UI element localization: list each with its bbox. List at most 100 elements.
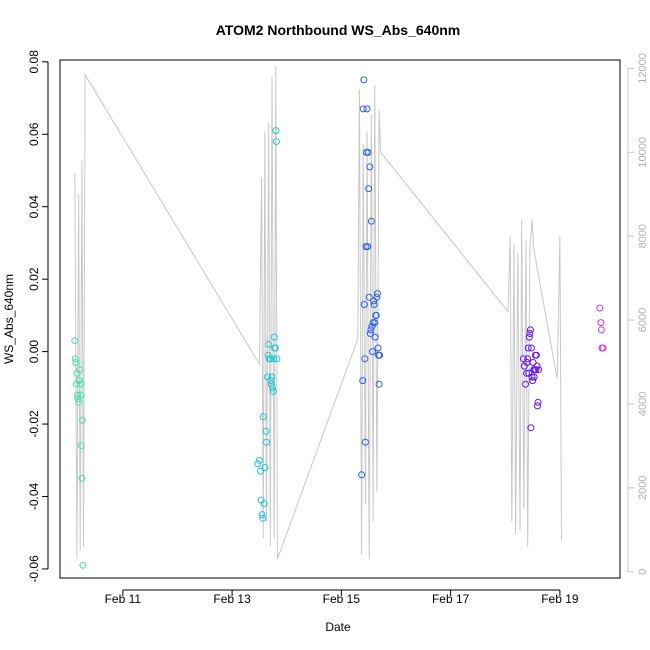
y-tick-label: 0.04 — [27, 195, 41, 219]
data-point — [272, 138, 280, 145]
data-point — [270, 333, 278, 341]
data-point — [259, 514, 267, 522]
data-point — [373, 290, 381, 298]
data-point — [532, 366, 540, 374]
x-tick-label: Feb 17 — [432, 592, 470, 606]
data-point — [534, 402, 541, 410]
data-point — [529, 359, 537, 366]
data-point — [361, 355, 369, 363]
data-point — [525, 333, 533, 341]
data-point — [527, 424, 535, 432]
data-point — [367, 326, 375, 334]
axes: -0.06 -0.04 -0.02 0.00 0.02 0.04 0.06 0.08 Feb 1… — [27, 50, 649, 606]
data-point — [599, 344, 607, 352]
plot-area — [71, 66, 607, 569]
data-point — [255, 456, 263, 464]
data-point — [360, 76, 368, 84]
data-point — [259, 413, 267, 421]
data-point — [75, 398, 83, 406]
data-point — [266, 355, 274, 363]
data-point — [79, 561, 87, 569]
data-point — [526, 326, 534, 334]
data-point — [77, 442, 85, 450]
secondary-line-series — [74, 66, 562, 560]
data-point — [265, 340, 273, 348]
data-point — [77, 391, 85, 399]
y-tick-label: -0.06 — [27, 555, 41, 583]
data-point — [269, 387, 277, 395]
data-point — [260, 500, 268, 508]
secondary-y-tick-label: 4000 — [637, 392, 649, 416]
y-tick-label: -0.02 — [27, 410, 41, 438]
data-point — [524, 344, 532, 352]
data-point — [74, 391, 81, 399]
y-tick-label: 0.00 — [27, 340, 41, 364]
secondary-y-tick-label: 0 — [637, 569, 649, 575]
data-point — [254, 460, 262, 468]
secondary-y-tick-label: 6000 — [637, 308, 649, 332]
data-point — [271, 344, 279, 352]
data-point — [529, 377, 537, 385]
y-tick-label: -0.04 — [27, 483, 41, 511]
x-tick-label: Feb 19 — [541, 592, 579, 606]
data-point — [374, 344, 382, 352]
data-point — [364, 243, 372, 251]
data-point — [524, 355, 532, 363]
data-point — [365, 185, 373, 193]
data-point — [267, 380, 275, 388]
data-point — [519, 355, 527, 363]
data-point — [360, 301, 368, 308]
y-axis-label: WS_Abs_640nm — [2, 274, 16, 364]
secondary-y-tick-label: 8000 — [637, 224, 649, 248]
data-point — [366, 330, 374, 337]
data-point — [364, 148, 372, 156]
data-point — [75, 377, 83, 385]
data-point — [366, 163, 374, 171]
x-tick-label: Feb 11 — [105, 592, 142, 606]
data-point — [523, 369, 531, 377]
data-point — [376, 351, 384, 359]
data-point — [371, 333, 379, 341]
data-point — [76, 366, 84, 374]
y-tick-label: 0.02 — [27, 267, 41, 291]
data-point — [273, 355, 281, 363]
data-point — [528, 373, 536, 381]
data-point — [534, 398, 542, 406]
data-point — [258, 511, 266, 519]
data-point — [375, 380, 383, 388]
data-point — [372, 311, 380, 319]
data-point — [71, 337, 79, 345]
plot-frame — [59, 59, 621, 579]
data-point — [532, 351, 540, 359]
data-point — [533, 362, 541, 370]
data-point — [526, 330, 534, 337]
data-point — [71, 355, 79, 363]
data-point — [528, 344, 535, 352]
data-point — [373, 293, 381, 301]
data-point — [530, 373, 538, 381]
data-point — [597, 319, 605, 327]
y-tick-label: 0.06 — [27, 122, 41, 146]
data-point — [535, 366, 543, 374]
x-tick-label: Feb 13 — [213, 592, 251, 606]
data-point — [268, 373, 276, 381]
data-point — [522, 380, 529, 388]
data-point — [263, 438, 270, 446]
data-point — [264, 351, 272, 359]
data-point — [361, 438, 369, 446]
secondary-y-tick-label: 12000 — [637, 53, 649, 84]
y-tick-label: 0.08 — [27, 50, 41, 74]
data-point — [272, 127, 280, 135]
data-point — [76, 380, 84, 388]
data-point — [370, 301, 378, 308]
data-point — [72, 359, 80, 366]
data-point — [367, 217, 375, 225]
data-point — [269, 384, 276, 392]
data-point — [358, 471, 366, 479]
x-tick-label: Feb 15 — [323, 592, 361, 606]
x-axis-label: Date — [325, 620, 351, 634]
data-point — [267, 377, 275, 385]
data-point — [371, 319, 379, 327]
secondary-y-tick-label: 2000 — [637, 476, 649, 500]
data-point — [365, 293, 373, 301]
